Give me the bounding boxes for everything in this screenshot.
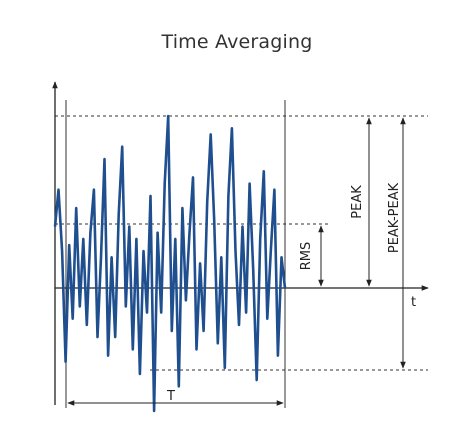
rms-label: RMS xyxy=(299,242,314,271)
signal-waveform xyxy=(53,114,287,413)
peak-label: PEAK xyxy=(350,185,365,219)
period-label: T xyxy=(166,389,175,404)
time-axis-label: t xyxy=(411,295,416,310)
peak-to-peak-label: PEAK-PEAK xyxy=(387,182,402,253)
diagram-title: Time Averaging xyxy=(161,31,313,53)
